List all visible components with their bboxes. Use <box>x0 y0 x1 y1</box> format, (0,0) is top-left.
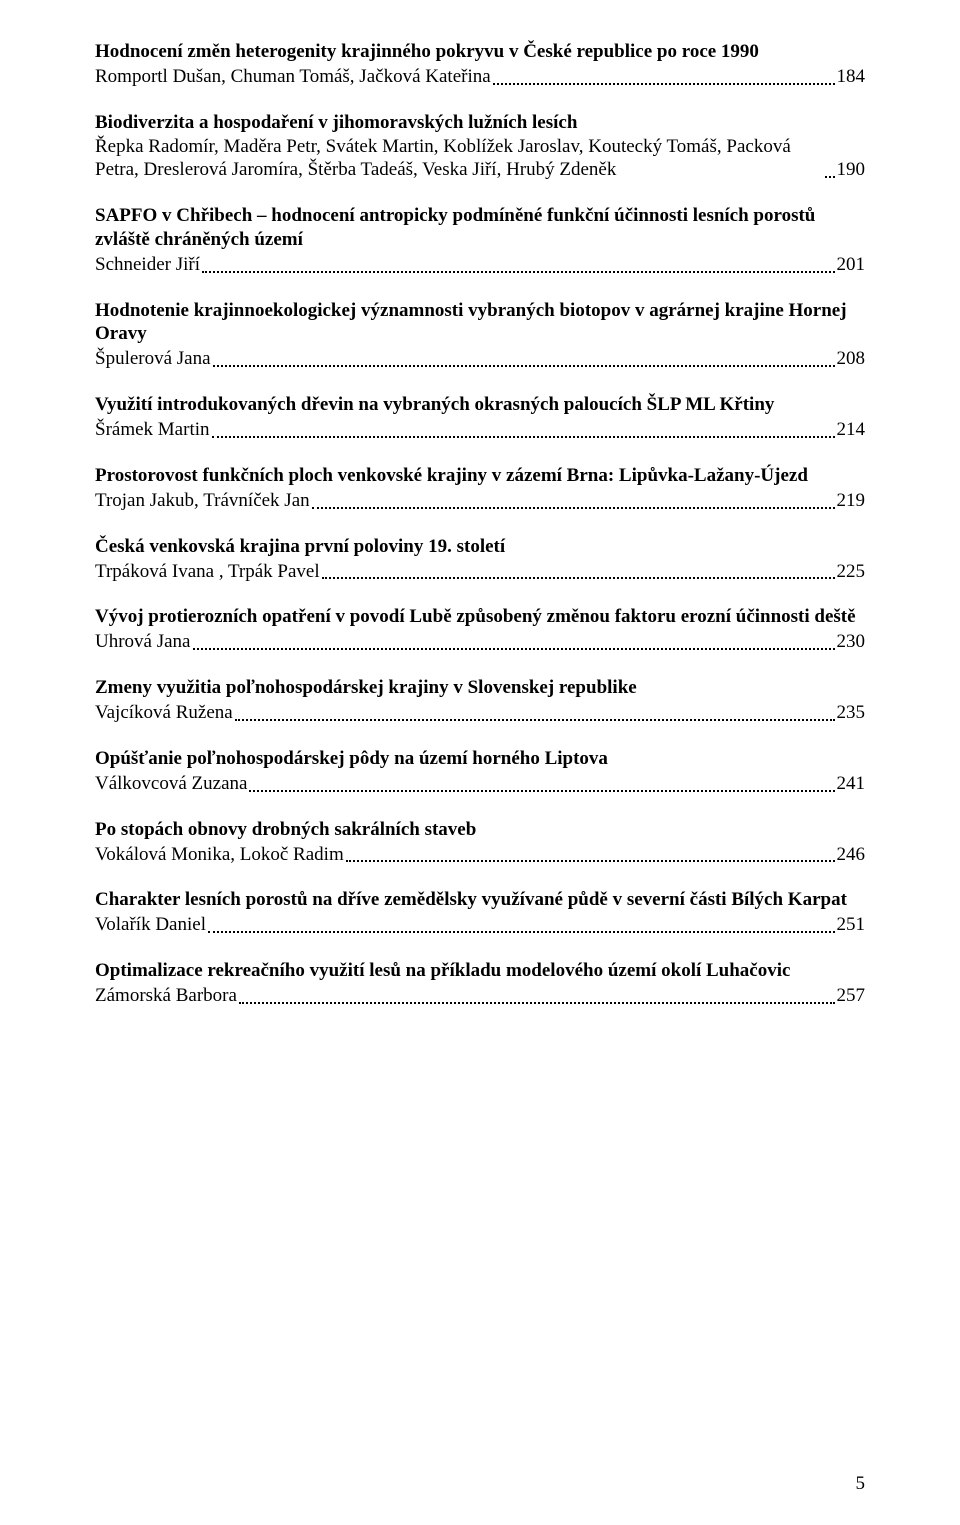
entry-author-line: Volařík Daniel 251 <box>95 912 865 937</box>
entry-authors: Řepka Radomír, Maděra Petr, Svátek Marti… <box>95 135 823 183</box>
leader-dots <box>493 64 835 85</box>
entry-authors: Zámorská Barbora <box>95 984 237 1008</box>
entry-title: Hodnocení změn heterogenity krajinného p… <box>95 40 865 64</box>
entry-author-line: Vajcíková Ružena 235 <box>95 700 865 725</box>
toc-entry: Prostorovost funkčních ploch venkovské k… <box>95 464 865 513</box>
entry-author-line: Vokálová Monika, Lokoč Radim 246 <box>95 841 865 866</box>
entry-page-number: 184 <box>837 65 866 89</box>
entry-authors: Vajcíková Ružena <box>95 701 233 725</box>
entry-author-line: Schneider Jiří 201 <box>95 252 865 277</box>
entry-page-number: 246 <box>837 843 866 867</box>
entry-authors: Schneider Jiří <box>95 253 200 277</box>
entry-page-number: 257 <box>837 984 866 1008</box>
entry-author-line: Řepka Radomír, Maděra Petr, Svátek Marti… <box>95 135 865 183</box>
entry-page-number: 201 <box>837 253 866 277</box>
entry-authors: Válkovcová Zuzana <box>95 772 247 796</box>
entry-authors: Volařík Daniel <box>95 913 206 937</box>
entry-author-flex: Trojan Jakub, Trávníček Jan 219 <box>95 488 865 513</box>
toc-entry: SAPFO v Chřibech – hodnocení antropicky … <box>95 204 865 277</box>
toc-entry: Charakter lesních porostů na dříve zeměd… <box>95 888 865 937</box>
leader-dots <box>212 417 835 438</box>
entry-title: Vývoj protierozních opatření v povodí Lu… <box>95 605 865 629</box>
leader-dots <box>193 629 835 650</box>
toc-entry: Biodiverzita a hospodaření v jihomoravsk… <box>95 111 865 182</box>
entry-author-flex: Vokálová Monika, Lokoč Radim 246 <box>95 841 865 866</box>
entry-author-flex: Válkovcová Zuzana 241 <box>95 771 865 796</box>
entry-author-flex: Schneider Jiří 201 <box>95 252 865 277</box>
entry-author-flex: Špulerová Jana 208 <box>95 346 865 371</box>
toc-entry: Opúšťanie poľnohospodárskej pôdy na územ… <box>95 747 865 796</box>
leader-dots <box>249 771 834 792</box>
leader-dots <box>202 252 834 273</box>
entry-page-number: 235 <box>837 701 866 725</box>
entry-author-flex: Trpáková Ivana , Trpák Pavel 225 <box>95 558 865 583</box>
toc-entry: Hodnocení změn heterogenity krajinného p… <box>95 40 865 89</box>
entry-author-flex: Uhrová Jana 230 <box>95 629 865 654</box>
entry-title: Optimalizace rekreačního využití lesů na… <box>95 959 865 983</box>
entry-title: Zmeny využitia poľnohospodárskej krajiny… <box>95 676 865 700</box>
entry-title: Využití introdukovaných dřevin na vybran… <box>95 393 865 417</box>
entry-page-number: 214 <box>837 418 866 442</box>
entry-page-number: 219 <box>837 489 866 513</box>
toc-entry: Vývoj protierozních opatření v povodí Lu… <box>95 605 865 654</box>
entry-page-number: 208 <box>837 347 866 371</box>
entry-author-line: Špulerová Jana 208 <box>95 346 865 371</box>
entry-author-flex: Romportl Dušan, Chuman Tomáš, Jačková Ka… <box>95 64 865 89</box>
entry-page-number: 241 <box>837 772 866 796</box>
entry-authors: Šrámek Martin <box>95 418 210 442</box>
entry-author-line: Šrámek Martin 214 <box>95 417 865 442</box>
entry-title: Česká venkovská krajina první poloviny 1… <box>95 535 865 559</box>
toc-entry: Česká venkovská krajina první poloviny 1… <box>95 535 865 584</box>
toc-entry: Po stopách obnovy drobných sakrálních st… <box>95 818 865 867</box>
entry-title: Prostorovost funkčních ploch venkovské k… <box>95 464 865 488</box>
entry-title: Charakter lesních porostů na dříve zeměd… <box>95 888 865 912</box>
leader-dots <box>346 841 835 862</box>
entry-page-number: 190 <box>837 158 866 182</box>
toc-entry: Optimalizace rekreačního využití lesů na… <box>95 959 865 1008</box>
entry-authors: Romportl Dušan, Chuman Tomáš, Jačková Ka… <box>95 65 491 89</box>
toc-entry: Využití introdukovaných dřevin na vybran… <box>95 393 865 442</box>
leader-dots <box>239 983 835 1004</box>
entry-author-line: Romportl Dušan, Chuman Tomáš, Jačková Ka… <box>95 64 865 89</box>
entry-author-line: Válkovcová Zuzana 241 <box>95 771 865 796</box>
entry-author-line: Trpáková Ivana , Trpák Pavel 225 <box>95 558 865 583</box>
entry-author-flex: Šrámek Martin 214 <box>95 417 865 442</box>
entry-author-line: Trojan Jakub, Trávníček Jan 219 <box>95 488 865 513</box>
entry-title: SAPFO v Chřibech – hodnocení antropicky … <box>95 204 865 252</box>
entry-authors: Vokálová Monika, Lokoč Radim <box>95 843 344 867</box>
entry-title: Po stopách obnovy drobných sakrálních st… <box>95 818 865 842</box>
toc-entry: Hodnotenie krajinnoekologickej významnos… <box>95 299 865 372</box>
entry-title: Hodnotenie krajinnoekologickej významnos… <box>95 299 865 347</box>
toc-entry: Zmeny využitia poľnohospodárskej krajiny… <box>95 676 865 725</box>
toc-entries: Hodnocení změn heterogenity krajinného p… <box>95 40 865 1008</box>
leader-dots <box>825 157 835 178</box>
entry-authors: Špulerová Jana <box>95 347 211 371</box>
leader-dots <box>322 558 835 579</box>
entry-title: Biodiverzita a hospodaření v jihomoravsk… <box>95 111 865 135</box>
toc-page: Hodnocení změn heterogenity krajinného p… <box>0 0 960 1525</box>
entry-author-flex: Řepka Radomír, Maděra Petr, Svátek Marti… <box>95 135 865 183</box>
entry-author-line: Uhrová Jana 230 <box>95 629 865 654</box>
page-footer-number: 5 <box>856 1473 866 1495</box>
entry-author-flex: Volařík Daniel 251 <box>95 912 865 937</box>
entry-author-flex: Zámorská Barbora 257 <box>95 983 865 1008</box>
entry-author-line: Zámorská Barbora 257 <box>95 983 865 1008</box>
leader-dots <box>208 912 835 933</box>
entry-page-number: 225 <box>837 560 866 584</box>
entry-page-number: 251 <box>837 913 866 937</box>
leader-dots <box>213 346 835 367</box>
entry-authors: Trojan Jakub, Trávníček Jan <box>95 489 310 513</box>
entry-authors: Trpáková Ivana , Trpák Pavel <box>95 560 320 584</box>
leader-dots <box>235 700 835 721</box>
entry-title: Opúšťanie poľnohospodárskej pôdy na územ… <box>95 747 865 771</box>
entry-authors: Uhrová Jana <box>95 630 191 654</box>
leader-dots <box>312 488 835 509</box>
entry-author-flex: Vajcíková Ružena 235 <box>95 700 865 725</box>
entry-page-number: 230 <box>837 630 866 654</box>
